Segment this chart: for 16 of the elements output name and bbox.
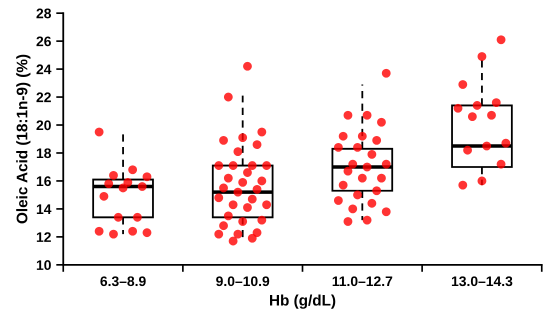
y-tick-label: 20: [36, 120, 51, 130]
y-tick-label: 14: [36, 204, 52, 214]
y-tick-label: 10: [36, 260, 51, 270]
x-tick-label: 11.0–12.7: [332, 276, 392, 286]
x-tick-label: 13.0–14.3: [452, 276, 512, 286]
x-axis-title: Hb (g/dL): [270, 294, 336, 309]
x-tick-label: 6.3–8.9: [100, 276, 146, 286]
y-tick-label: 26: [36, 36, 51, 46]
y-axis-title: Oleic Acid (18:1n-9) (%): [16, 54, 30, 224]
y-tick-label: 22: [36, 92, 51, 102]
x-tick-label: 9.0–10.9: [216, 276, 270, 286]
y-tick-label: 16: [36, 176, 51, 186]
y-tick-label: 28: [36, 8, 52, 18]
y-tick-label: 12: [36, 232, 51, 242]
y-tick-label: 18: [36, 148, 52, 158]
y-tick-label: 24: [36, 64, 52, 74]
